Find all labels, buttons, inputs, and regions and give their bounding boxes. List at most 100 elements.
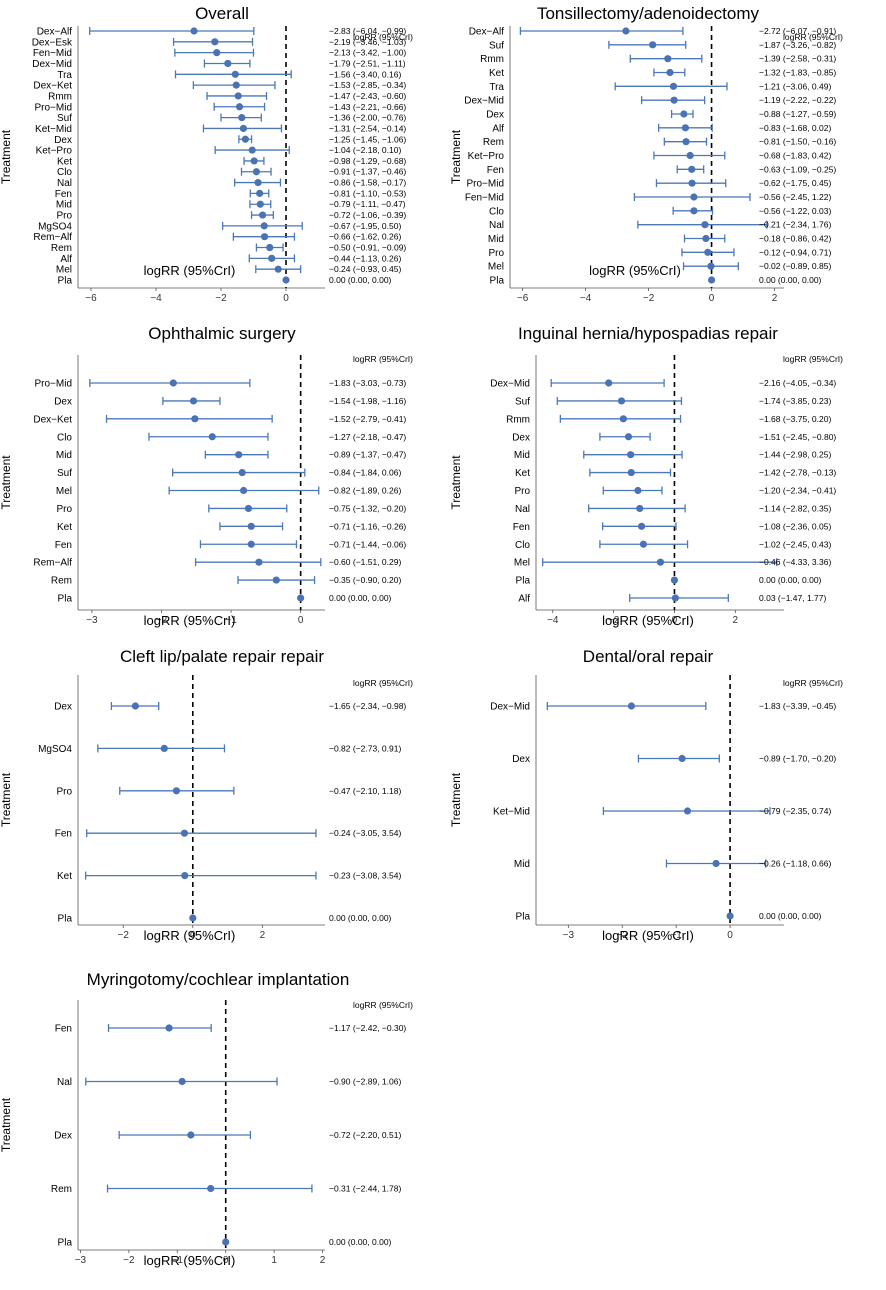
treatment-label: Dex−Mid [32,59,72,70]
estimate-column-header: logRR (95%CrI) [783,32,843,42]
x-axis-title: logRR (95%CrI) [602,928,694,943]
estimate-text: −0.71 (−1.44, −0.06) [329,539,406,549]
treatment-label: Tra [57,70,72,81]
point-estimate [231,70,239,78]
treatment-label: Fen [513,522,530,533]
treatment-label: Pro−Mid [34,102,72,113]
treatment-label: Rmm [506,414,530,425]
estimate-text: −1.04 (−2.18, 0.10) [329,145,401,155]
estimate-text: −1.36 (−2.00, −0.76) [329,113,406,123]
estimate-text: −1.31 (−2.54, −0.14) [329,123,406,133]
estimate-column-header: logRR (95%CrI) [353,32,413,42]
estimate-text: −0.60 (−1.51, 0.29) [329,557,401,567]
estimate-text: −0.56 (−2.45, 1.22) [759,192,831,202]
estimate-text: −0.81 (−1.10, −0.53) [329,188,406,198]
estimate-text: −0.89 (−1.37, −0.47) [329,450,406,460]
forest-panel-5: Cleft lip/palate repair repair −2 0 2 logRR … [0,647,413,943]
treatment-label: Ket [515,468,530,479]
point-estimate [239,486,248,495]
x-tick-label: −6 [517,293,529,304]
treatment-label: Fen−Mid [465,193,504,204]
estimate-text: −0.72 (−1.06, −0.39) [329,210,406,220]
panel-title: Tonsillectomy/adenoidectomy [537,4,760,23]
point-estimate [681,124,690,132]
estimate-text: −0.50 (−0.91, −0.09) [329,243,406,253]
treatment-label: Fen [487,165,504,176]
point-estimate [247,522,255,530]
point-estimate [637,522,646,530]
x-tick-label: 0 [727,930,733,941]
point-estimate [256,189,264,197]
point-estimate [238,114,246,122]
treatment-label: Dex−Alf [37,27,73,38]
x-tick-label: −3 [75,1255,87,1266]
point-estimate [232,81,240,89]
point-estimate [690,207,698,215]
point-estimate [213,49,221,57]
point-estimate [244,504,253,513]
estimate-text: −0.72 (−2.20, 0.51) [329,1130,401,1140]
point-estimate [252,168,261,176]
estimate-text: −1.43 (−2.21, −0.66) [329,102,406,112]
point-estimate [254,178,262,187]
treatment-label: Dex [54,1131,72,1142]
point-estimate [605,379,613,387]
point-estimate [627,468,635,477]
estimate-text: −1.17 (−2.42, −0.30) [329,1023,406,1033]
treatment-label: Fen [55,1024,72,1035]
estimate-text: −0.89 (−1.70, −0.20) [759,754,836,764]
treatment-label: Dex [486,110,504,121]
estimate-text: −0.12 (−0.94, 0.71) [759,247,831,257]
point-estimate [702,234,710,243]
treatment-label: Dex [54,135,72,146]
treatment-label: MgSO4 [38,744,72,755]
point-estimate [627,702,636,710]
treatment-label: Dex−Ket [33,81,72,92]
x-axis-title: logRR (95%CrI) [144,263,236,278]
treatment-label: Ket−Mid [35,124,72,135]
estimate-text: −0.66 (−1.62, 0.26) [329,232,401,242]
x-tick-label: 2 [260,930,266,941]
treatment-label: Mid [488,234,504,245]
treatment-label: Rem [51,243,72,254]
treatment-label: Rmm [48,91,72,102]
point-estimate [250,157,258,165]
forest-panel-7: Myringotomy/cochlear implantation −3 −2 −1 0… [0,970,413,1268]
x-tick-label: −2 [617,930,629,941]
panel-title: Ophthalmic surgery [148,324,296,343]
point-estimate [664,55,672,63]
estimate-text: −1.51 (−2.45, −0.80) [759,432,836,442]
treatment-label: Fen−Mid [33,48,72,59]
x-tick-label: −2 [123,1255,135,1266]
estimate-text: −1.14 (−2.82, 0.35) [759,503,831,513]
point-estimate [707,262,715,270]
estimate-text: −0.63 (−1.09, −0.25) [759,164,836,174]
point-estimate [224,59,232,68]
point-estimate [268,254,276,262]
point-estimate [680,110,688,118]
point-estimate [274,265,282,273]
estimate-text: −0.84 (−1.84, 0.06) [329,468,401,478]
point-estimate [180,829,189,837]
point-estimate [256,200,264,208]
treatment-label: Ket [57,522,72,533]
treatment-label: Ket−Pro [36,146,73,157]
point-estimate [701,221,709,229]
point-estimate [726,912,734,920]
estimate-text: −0.21 (−2.34, 1.76) [759,220,831,230]
estimate-text: −0.82 (−2.73, 0.91) [329,743,401,753]
estimate-text: −0.24 (−3.05, 3.54) [329,828,401,838]
point-estimate [627,451,635,459]
estimate-column-header: logRR (95%CrI) [353,1000,413,1010]
point-estimate [160,744,168,753]
panel-title: Overall [195,4,249,23]
point-estimate [683,807,692,815]
treatment-label: Pro−Mid [466,179,504,190]
y-axis-title: Treatment [0,1097,13,1152]
estimate-text: −0.79 (−2.35, 0.74) [759,806,831,816]
estimate-text: −1.32 (−1.83, −0.85) [759,68,836,78]
treatment-label: Pla [516,576,531,587]
treatment-label: Mid [514,859,530,870]
point-estimate [181,872,189,880]
treatment-label: Dex−Mid [490,702,530,713]
